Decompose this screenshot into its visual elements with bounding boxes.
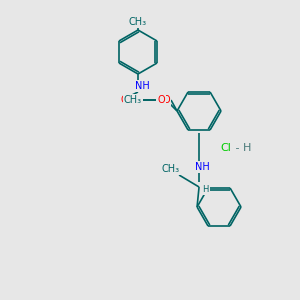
- Text: Cl: Cl: [220, 143, 231, 153]
- Text: O: O: [120, 95, 128, 105]
- Text: - H: - H: [232, 143, 251, 153]
- Text: NH: NH: [135, 81, 149, 91]
- Text: NH: NH: [195, 162, 209, 172]
- Text: CH₃: CH₃: [124, 95, 142, 105]
- Text: O: O: [157, 95, 165, 105]
- Text: CH₃: CH₃: [129, 17, 147, 27]
- Text: O: O: [162, 95, 170, 105]
- Text: H: H: [202, 184, 208, 194]
- Text: CH₃: CH₃: [162, 164, 180, 174]
